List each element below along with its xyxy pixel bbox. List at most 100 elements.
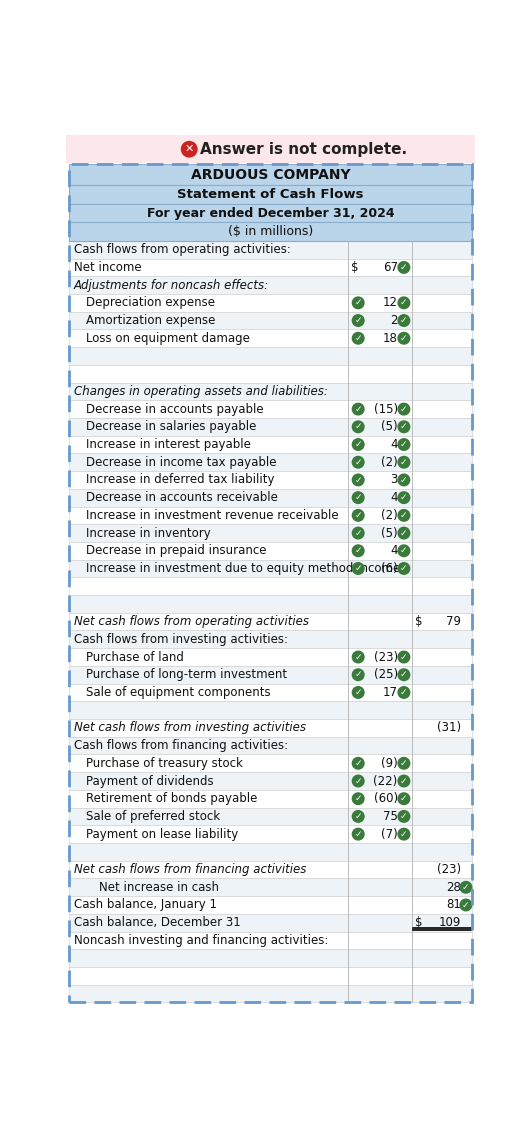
Circle shape: [398, 439, 410, 450]
Text: ✓: ✓: [354, 529, 362, 538]
Text: (7): (7): [381, 828, 398, 840]
Circle shape: [352, 492, 364, 503]
Bar: [69, 578, 472, 596]
Text: Cash flows from financing activities:: Cash flows from financing activities:: [74, 739, 288, 752]
Text: 4: 4: [390, 545, 398, 557]
Text: ✓: ✓: [400, 316, 408, 325]
Text: ✓: ✓: [400, 812, 408, 821]
Circle shape: [352, 758, 364, 769]
Circle shape: [352, 651, 364, 663]
Bar: [69, 164, 472, 185]
Bar: [69, 914, 472, 932]
Text: For year ended December 31, 2024: For year ended December 31, 2024: [147, 206, 394, 220]
Bar: [69, 506, 472, 525]
Text: ✓: ✓: [400, 440, 408, 449]
Text: 81: 81: [446, 899, 461, 911]
Text: (23): (23): [437, 863, 461, 876]
Circle shape: [352, 421, 364, 432]
Circle shape: [398, 262, 410, 273]
Text: ✓: ✓: [462, 900, 469, 909]
Circle shape: [398, 297, 410, 309]
Circle shape: [352, 527, 364, 539]
Text: Net income: Net income: [74, 261, 142, 274]
Text: ✓: ✓: [400, 829, 408, 838]
Text: (9): (9): [381, 757, 398, 769]
Circle shape: [352, 404, 364, 415]
Text: Increase in inventory: Increase in inventory: [86, 527, 211, 539]
Text: ✓: ✓: [354, 794, 362, 803]
Text: ✓: ✓: [354, 759, 362, 768]
Text: 17: 17: [383, 686, 398, 699]
Text: Statement of Cash Flows: Statement of Cash Flows: [177, 188, 364, 201]
Circle shape: [352, 669, 364, 680]
Text: ✓: ✓: [400, 298, 408, 307]
Text: Net increase in cash: Net increase in cash: [99, 881, 219, 893]
Text: ✓: ✓: [354, 670, 362, 679]
Text: Increase in investment revenue receivable: Increase in investment revenue receivabl…: [86, 509, 339, 522]
Text: Purchase of land: Purchase of land: [86, 651, 184, 663]
Text: 3: 3: [390, 474, 398, 486]
Bar: [69, 719, 472, 737]
Text: ✓: ✓: [354, 776, 362, 785]
Text: Cash balance, December 31: Cash balance, December 31: [74, 916, 240, 929]
Circle shape: [398, 793, 410, 804]
Text: 75: 75: [383, 810, 398, 823]
Text: ✓: ✓: [400, 564, 408, 573]
Text: ✓: ✓: [354, 511, 362, 520]
Circle shape: [398, 828, 410, 840]
Bar: [69, 347, 472, 364]
Text: ✓: ✓: [354, 298, 362, 307]
Bar: [69, 737, 472, 755]
Text: (6): (6): [381, 562, 398, 575]
Circle shape: [398, 421, 410, 432]
Bar: [69, 541, 472, 559]
Text: Increase in investment due to equity method income: Increase in investment due to equity met…: [86, 562, 400, 575]
Circle shape: [398, 527, 410, 539]
Bar: [69, 258, 472, 276]
Text: Net cash flows from investing activities: Net cash flows from investing activities: [74, 722, 306, 734]
Text: ✕: ✕: [185, 144, 194, 155]
Bar: [69, 649, 472, 666]
Text: Purchase of treasury stock: Purchase of treasury stock: [86, 757, 243, 769]
Bar: [69, 241, 472, 258]
Circle shape: [398, 457, 410, 468]
Text: ✓: ✓: [400, 493, 408, 502]
Text: (22): (22): [373, 775, 398, 787]
Circle shape: [182, 141, 197, 157]
Text: ✓: ✓: [354, 493, 362, 502]
Bar: [69, 773, 472, 790]
Text: ✓: ✓: [400, 458, 408, 467]
Text: (25): (25): [374, 668, 398, 681]
Bar: [69, 790, 472, 808]
Bar: [69, 294, 472, 311]
Text: Net cash flows from operating activities: Net cash flows from operating activities: [74, 615, 309, 628]
Text: Purchase of long-term investment: Purchase of long-term investment: [86, 668, 287, 681]
Text: 67: 67: [383, 261, 398, 274]
Bar: [69, 950, 472, 967]
Text: (15): (15): [374, 403, 398, 415]
Bar: [69, 666, 472, 684]
Bar: [69, 985, 472, 1003]
Text: 109: 109: [439, 916, 461, 929]
Text: (60): (60): [374, 792, 398, 805]
Bar: [69, 472, 472, 488]
Text: ✓: ✓: [354, 829, 362, 838]
Bar: [69, 596, 472, 613]
Text: (23): (23): [374, 651, 398, 663]
Text: Sale of preferred stock: Sale of preferred stock: [86, 810, 220, 823]
Text: ✓: ✓: [400, 422, 408, 431]
Text: $: $: [415, 916, 422, 929]
Text: ✓: ✓: [400, 776, 408, 785]
Circle shape: [352, 315, 364, 326]
Text: 4: 4: [390, 438, 398, 451]
Circle shape: [398, 333, 410, 344]
Circle shape: [398, 545, 410, 556]
Text: ✓: ✓: [400, 546, 408, 555]
Text: ✓: ✓: [354, 422, 362, 431]
Text: Changes in operating assets and liabilities:: Changes in operating assets and liabilit…: [74, 385, 328, 398]
Text: Payment on lease liability: Payment on lease liability: [86, 828, 239, 840]
Text: ✓: ✓: [354, 688, 362, 697]
Circle shape: [398, 669, 410, 680]
Text: ✓: ✓: [462, 883, 469, 892]
Text: (2): (2): [381, 456, 398, 469]
